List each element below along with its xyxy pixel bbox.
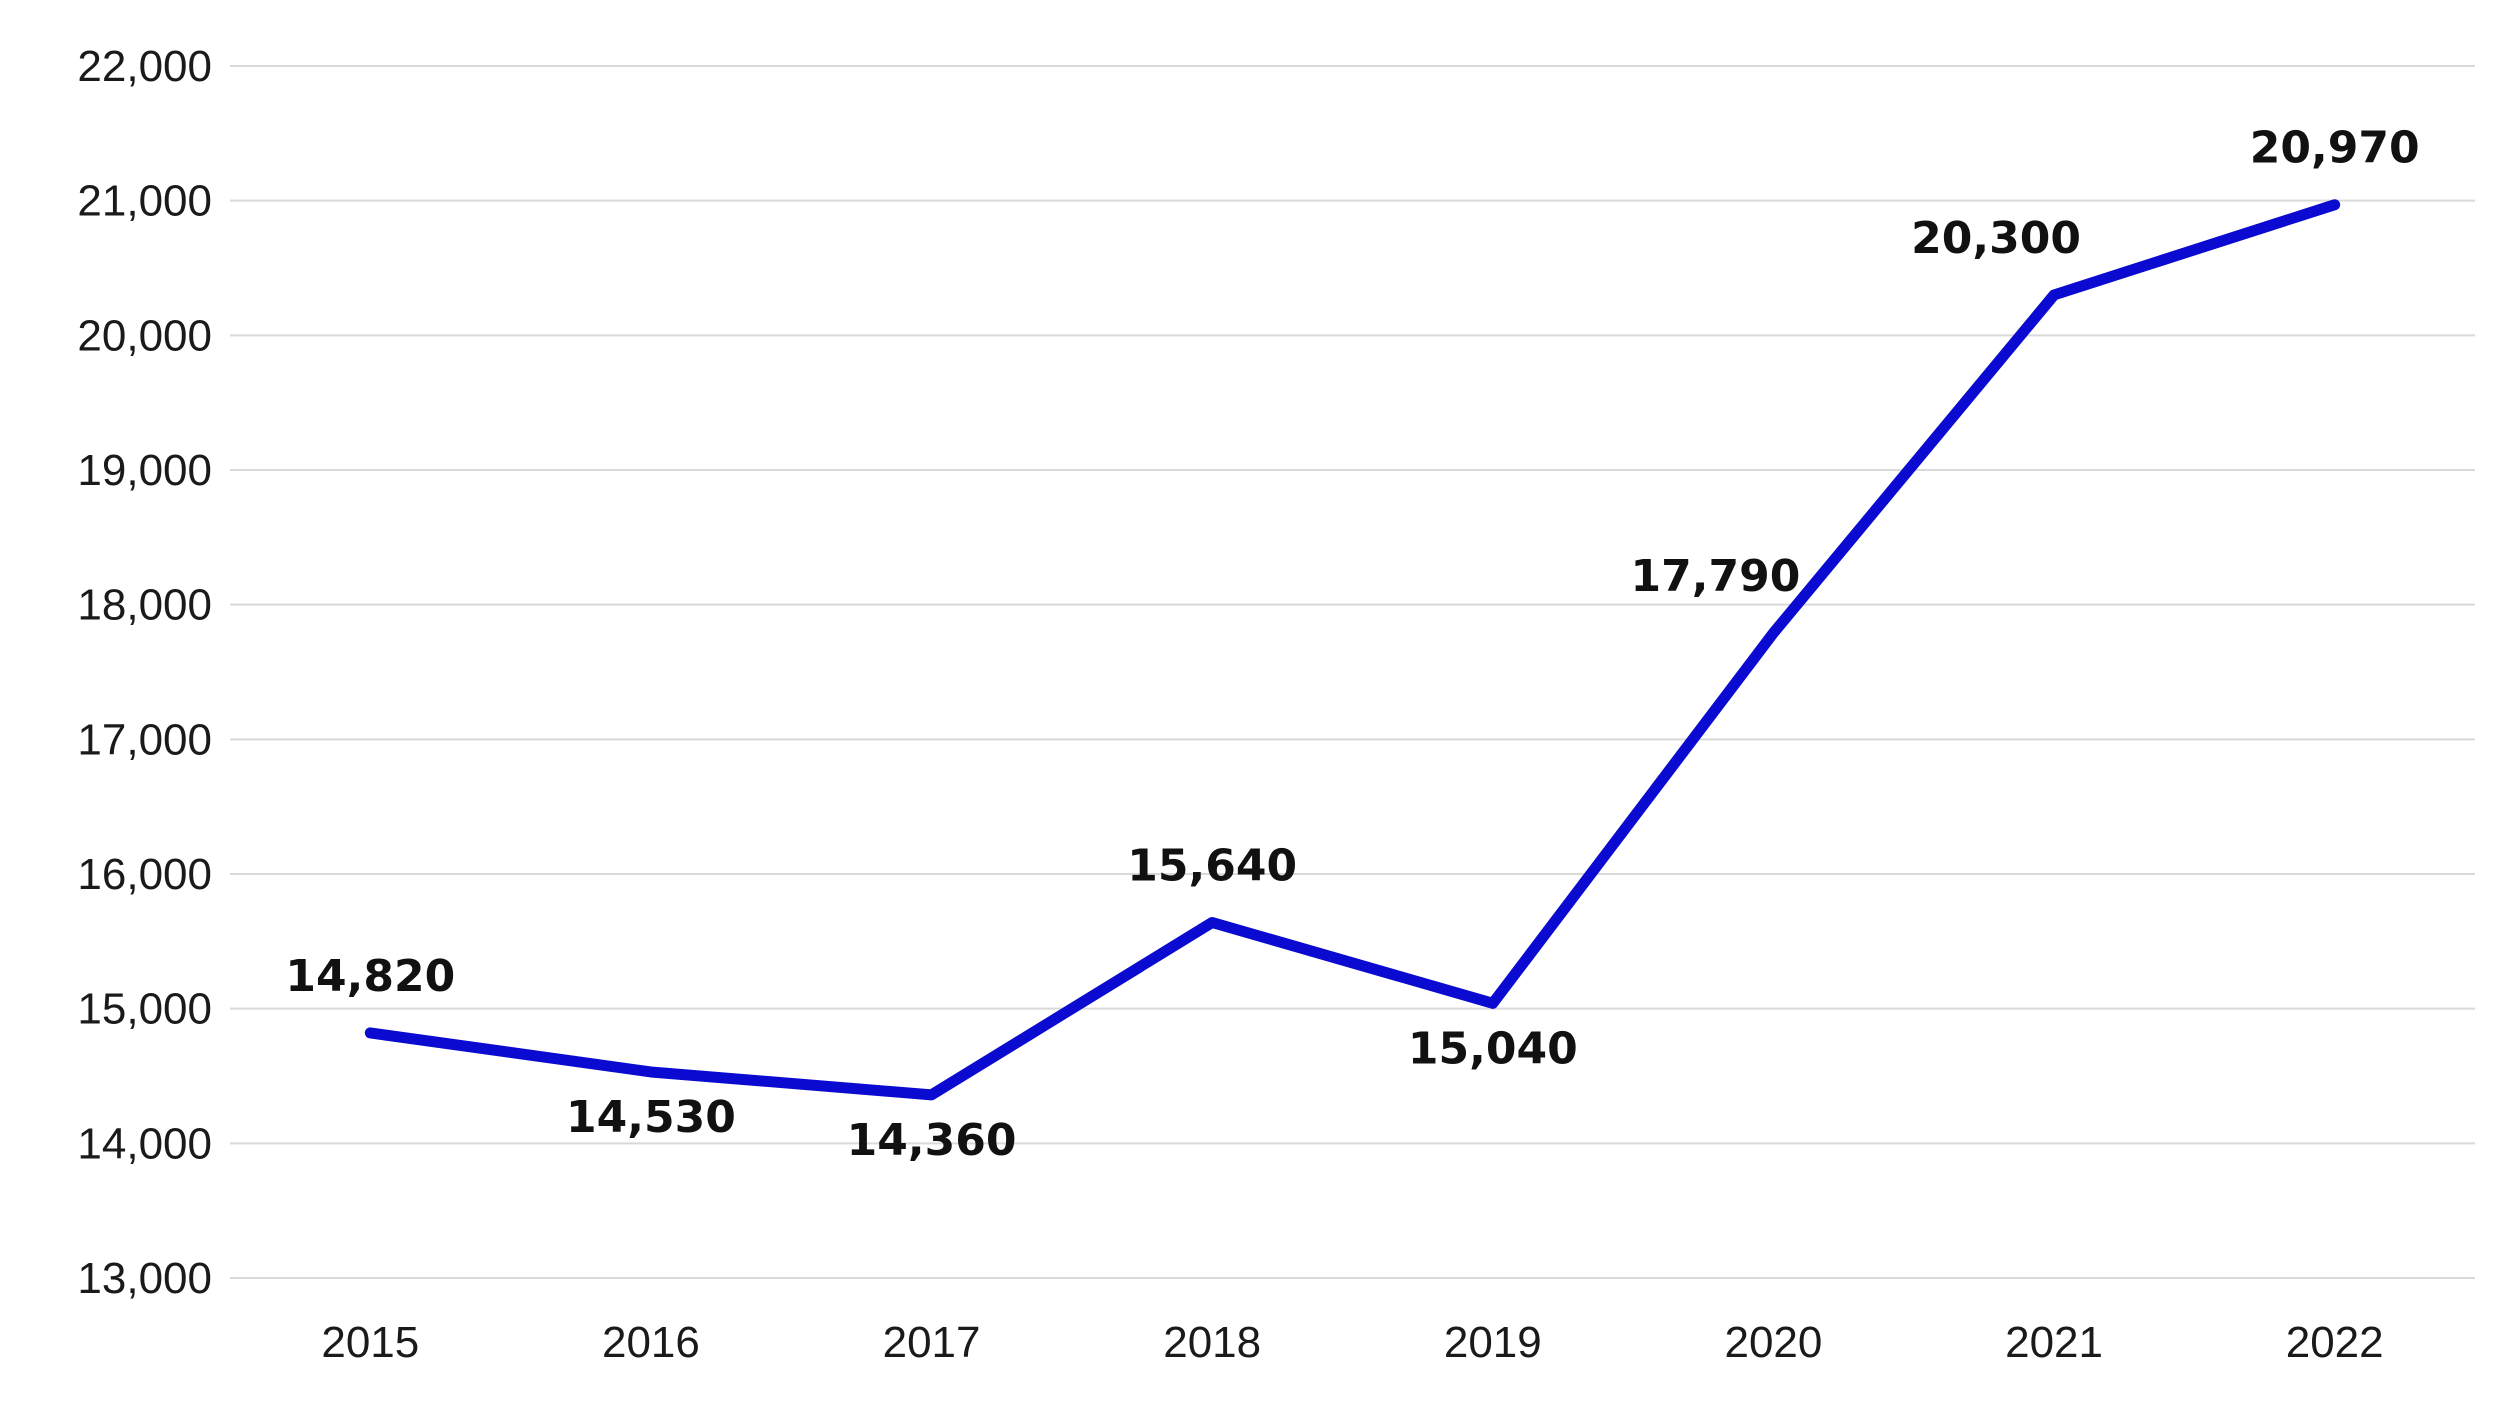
y-tick-label: 19,000 <box>77 446 212 495</box>
y-tick-label: 13,000 <box>77 1254 212 1303</box>
x-axis-tick-labels: 2015 2016 2017 2018 2019 2020 2021 2022 <box>321 1318 2383 1367</box>
x-tick-label: 2019 <box>1444 1318 1542 1367</box>
y-tick-label: 14,000 <box>77 1119 212 1168</box>
y-tick-label: 18,000 <box>77 581 212 630</box>
x-tick-label: 2018 <box>1163 1318 1261 1367</box>
x-tick-label: 2021 <box>2005 1318 2103 1367</box>
x-tick-label: 2020 <box>1724 1318 1822 1367</box>
y-tick-label: 20,000 <box>77 311 212 360</box>
data-label: 15,040 <box>1408 1023 1578 1074</box>
y-tick-label: 21,000 <box>77 177 212 226</box>
data-label: 14,530 <box>566 1092 736 1143</box>
data-label: 20,300 <box>1911 213 2081 264</box>
series-line <box>364 199 2341 1101</box>
data-label: 15,640 <box>1127 840 1297 891</box>
data-labels: 14,820 14,530 14,360 15,640 15,040 17,790 20,3… <box>285 123 2419 1166</box>
data-label: 20,970 <box>2250 123 2420 174</box>
y-tick-label: 15,000 <box>77 985 212 1034</box>
data-label: 14,360 <box>847 1115 1017 1166</box>
x-tick-label: 2022 <box>2286 1318 2384 1367</box>
y-tick-label: 17,000 <box>77 715 212 764</box>
x-tick-label: 2017 <box>883 1318 981 1367</box>
data-label: 14,820 <box>285 951 455 1002</box>
x-tick-label: 2016 <box>602 1318 700 1367</box>
series-line-group <box>364 199 2341 1101</box>
data-label: 17,790 <box>1631 551 1801 602</box>
y-tick-label: 22,000 <box>77 42 212 91</box>
x-tick-label: 2015 <box>321 1318 419 1367</box>
y-tick-label: 16,000 <box>77 850 212 899</box>
gridlines <box>230 65 2475 1279</box>
y-axis-tick-labels: 13,000 14,000 15,000 16,000 17,000 18,000 19,0… <box>77 42 212 1303</box>
